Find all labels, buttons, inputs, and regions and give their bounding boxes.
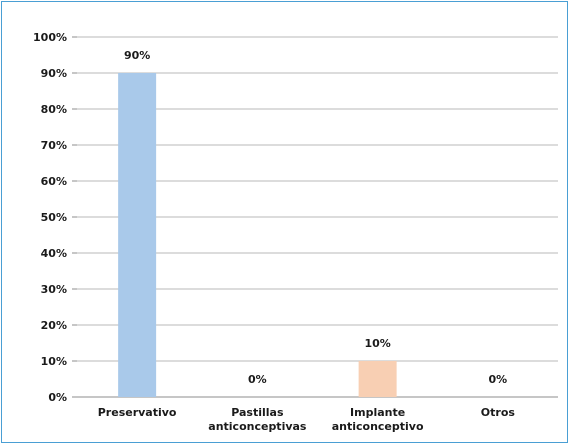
gridlines	[72, 36, 558, 398]
y-tick-label: 40%	[41, 247, 67, 260]
y-tick-label: 30%	[41, 283, 67, 296]
category-label-line: Preservativo	[98, 406, 177, 419]
category-label-line: Otros	[481, 406, 516, 419]
category-label: Implante anticonceptivo	[332, 406, 424, 433]
bar	[358, 361, 397, 397]
category-label: Preservativo	[98, 406, 177, 419]
category-label-line: Pastillas	[231, 406, 284, 419]
y-tick-label: 0%	[48, 391, 67, 404]
y-tick-label: 50%	[41, 211, 67, 224]
y-tick-label: 20%	[41, 319, 67, 332]
data-labels: 90% 0% 10% 0%	[124, 49, 507, 386]
y-tick-label: 100%	[33, 31, 67, 44]
y-tick-label: 80%	[41, 103, 67, 116]
data-label: 0%	[489, 373, 508, 386]
bars	[118, 73, 397, 397]
category-label-line: anticonceptivas	[208, 420, 307, 433]
category-label: Pastillas anticonceptivas	[208, 406, 307, 433]
data-label: 90%	[124, 49, 150, 62]
data-label: 10%	[364, 337, 390, 350]
category-label-line: anticonceptivo	[332, 420, 424, 433]
x-axis-categories: Preservativo Pastillas anticonceptivas Impl…	[98, 406, 516, 433]
category-label: Otros	[481, 406, 516, 419]
y-tick-label: 90%	[41, 67, 67, 80]
category-label-line: Implante	[350, 406, 405, 419]
data-label: 0%	[248, 373, 267, 386]
y-tick-label: 10%	[41, 355, 67, 368]
bar	[118, 73, 157, 397]
y-tick-label: 60%	[41, 175, 67, 188]
y-axis-ticks: 0% 10% 20% 30% 40% 50% 60% 70% 80% 90% 100%	[33, 31, 67, 404]
y-tick-label: 70%	[41, 139, 67, 152]
